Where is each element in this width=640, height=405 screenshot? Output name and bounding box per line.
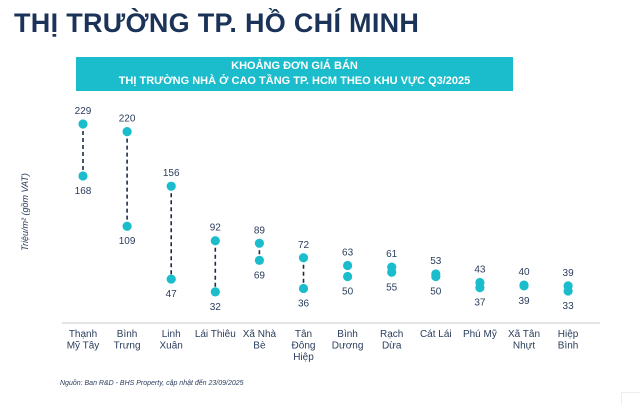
- min-point: [254, 255, 264, 265]
- min-point: [78, 171, 88, 181]
- min-value-label: 36: [298, 298, 310, 309]
- min-point: [431, 271, 441, 282]
- x-tick-label: Bình: [117, 329, 138, 340]
- max-value-label: 89: [254, 225, 266, 236]
- x-tick-label: Bình: [558, 341, 579, 352]
- x-tick-label: Dương: [332, 341, 364, 352]
- max-value-label: 43: [474, 264, 486, 275]
- min-value-label: 50: [430, 287, 442, 298]
- x-tick-label: Bình: [337, 329, 358, 340]
- max-value-label: 156: [163, 168, 180, 179]
- chart-title-line-1: KHOẢNG ĐƠN GIÁ BÁN: [231, 60, 358, 72]
- y-axis-label: Triệu/m² (gồm VAT): [20, 173, 30, 251]
- max-point: [254, 238, 264, 248]
- x-tick-label: Nhựt: [513, 341, 535, 352]
- min-point: [210, 287, 220, 297]
- min-point: [563, 286, 573, 296]
- x-tick-label: Phú Mỹ: [463, 329, 497, 340]
- page-title: THỊ TRƯỜNG TP. HỒ CHÍ MINH: [14, 8, 420, 38]
- x-tick-label: Xã Nhà: [243, 329, 277, 340]
- min-value-label: 33: [563, 301, 575, 312]
- max-point: [343, 260, 353, 271]
- max-point: [166, 181, 176, 191]
- x-tick-label: Dừa: [382, 341, 402, 352]
- max-value-label: 63: [342, 247, 354, 258]
- x-tick-label: Tân: [295, 329, 312, 340]
- max-value-label: 92: [210, 223, 222, 234]
- max-value-label: 229: [75, 106, 92, 117]
- max-point: [122, 127, 132, 137]
- min-point: [298, 283, 309, 294]
- x-tick-label: Mỹ Tây: [67, 341, 100, 352]
- max-point: [78, 119, 88, 129]
- x-tick-label: Đông: [292, 341, 316, 352]
- max-value-label: 61: [386, 249, 398, 260]
- min-point: [519, 281, 529, 291]
- source-note: Nguồn: Ban R&D - BHS Property, cập nhật …: [60, 380, 244, 387]
- max-value-label: 53: [430, 256, 442, 267]
- x-tick-label: Xã Tân: [508, 329, 540, 340]
- min-point: [387, 267, 397, 277]
- min-value-label: 55: [386, 282, 398, 293]
- min-point: [475, 283, 485, 293]
- x-tick-label: Trưng: [114, 341, 141, 352]
- x-tick-label: Thạnh: [69, 329, 97, 340]
- max-value-label: 39: [563, 268, 575, 279]
- max-value-label: 40: [518, 267, 530, 278]
- chart-title-banner: KHOẢNG ĐƠN GIÁ BÁN THỊ TRƯỜNG NHÀ Ở CAO …: [76, 57, 513, 91]
- min-value-label: 37: [474, 298, 486, 309]
- min-value-label: 47: [166, 289, 178, 300]
- x-tick-label: Xuân: [160, 341, 183, 352]
- x-tick-label: Bè: [253, 341, 266, 352]
- corner-mark: [621, 392, 640, 405]
- x-tick-label: Linh: [162, 329, 181, 340]
- min-value-label: 168: [75, 186, 92, 197]
- min-point: [166, 274, 176, 284]
- max-value-label: 72: [298, 240, 310, 251]
- min-value-label: 50: [342, 287, 354, 298]
- x-tick-label: Rạch: [380, 329, 403, 340]
- x-tick-label: Hiệp: [293, 352, 314, 363]
- min-value-label: 69: [254, 270, 266, 281]
- min-point: [122, 221, 132, 231]
- min-value-label: 109: [119, 236, 136, 247]
- min-value-label: 32: [210, 302, 222, 313]
- chart-title-line-2: THỊ TRƯỜNG NHÀ Ở CAO TẦNG TP. HCM THEO K…: [118, 75, 471, 87]
- max-value-label: 220: [119, 114, 136, 125]
- max-point: [298, 253, 309, 263]
- x-tick-label: Lái Thiêu: [195, 329, 236, 340]
- min-value-label: 39: [518, 296, 530, 307]
- min-point: [343, 271, 353, 282]
- max-point: [210, 236, 220, 246]
- x-tick-label: Hiệp: [558, 329, 579, 340]
- x-tick-label: Cát Lái: [420, 329, 452, 340]
